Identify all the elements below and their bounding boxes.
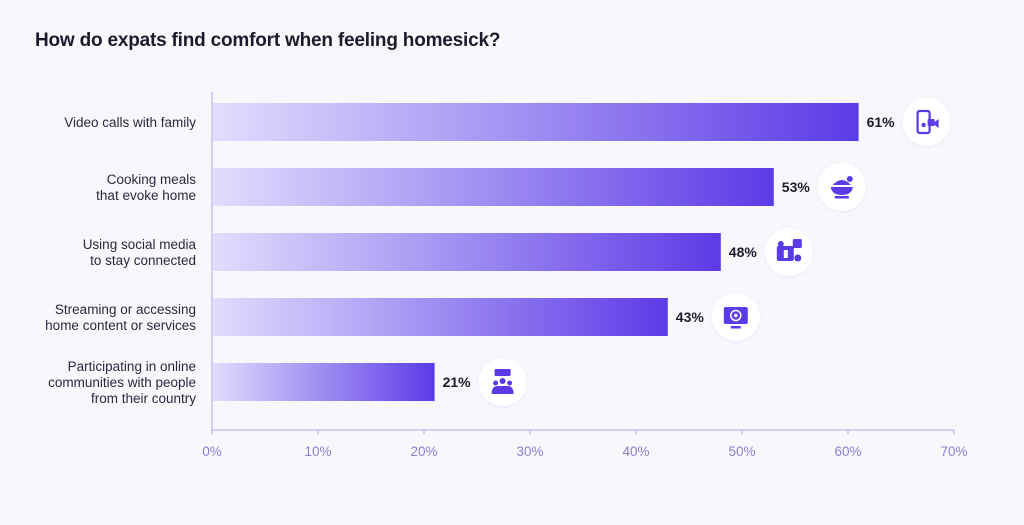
value-label: 61% (867, 114, 896, 130)
value-label: 43% (676, 309, 705, 325)
bowl-base (834, 196, 849, 199)
category-label: Cooking meals (107, 172, 197, 187)
cooking-bowl-icon (830, 176, 853, 199)
x-tick-label: 10% (304, 444, 331, 459)
person (507, 380, 513, 386)
category-label: Video calls with family (64, 115, 196, 130)
category-label: Using social media (83, 237, 197, 252)
bar (213, 168, 774, 206)
camera-body (927, 119, 935, 126)
category-label: Participating in online (68, 359, 196, 374)
streaming-screen-icon (723, 307, 748, 329)
person-head (921, 122, 926, 128)
category-label: that evoke home (96, 188, 196, 203)
heart (777, 241, 784, 247)
value-label: 48% (729, 244, 758, 260)
x-tick-label: 60% (834, 444, 861, 459)
x-tick-label: 30% (516, 444, 543, 459)
x-tick-label: 40% (622, 444, 649, 459)
hashtag-box (792, 239, 802, 248)
bar (213, 298, 668, 336)
bar (213, 233, 721, 271)
category-label: Streaming or accessing (55, 302, 196, 317)
heart (794, 254, 802, 262)
person (499, 378, 506, 384)
chart-title: How do expats find comfort when feeling … (35, 30, 501, 51)
food (832, 180, 851, 185)
bowl (830, 187, 853, 195)
signal-dot (734, 313, 738, 318)
speech (494, 369, 511, 376)
value-label: 21% (443, 374, 472, 390)
community-group-icon (491, 369, 514, 394)
person (493, 380, 499, 386)
bodies (491, 386, 514, 394)
bar (213, 363, 435, 401)
icon-badge (902, 98, 951, 146)
bar (213, 103, 859, 141)
garnish (846, 176, 853, 182)
category-label: communities with people (48, 375, 196, 390)
x-tick-label: 20% (410, 444, 437, 459)
category-label: home content or services (45, 318, 196, 333)
thumb (783, 250, 788, 258)
social-media-like-icon (776, 239, 802, 262)
category-label: to stay connected (90, 253, 196, 268)
x-tick-label: 50% (728, 444, 755, 459)
x-tick-label: 0% (202, 444, 222, 459)
category-label: from their country (91, 391, 196, 406)
value-label: 53% (782, 179, 811, 195)
signal (730, 309, 742, 322)
video-call-icon (916, 109, 939, 135)
camera-lens (934, 119, 939, 128)
stand (730, 326, 741, 329)
x-tick-label: 70% (940, 444, 967, 459)
